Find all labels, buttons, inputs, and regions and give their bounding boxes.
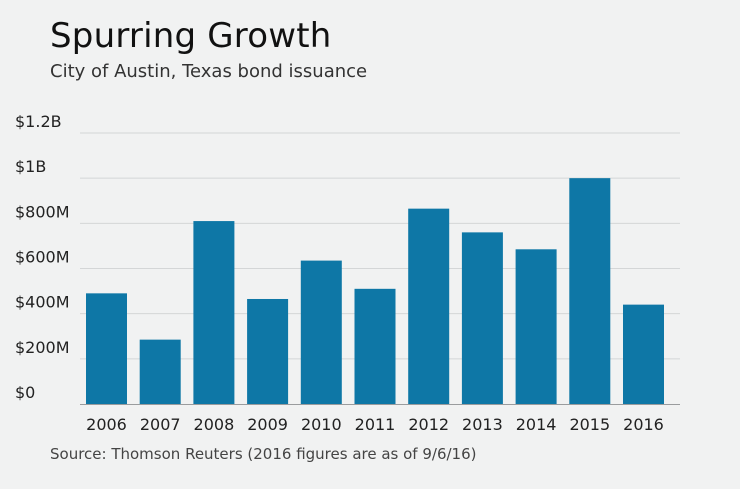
y-tick-label: $800M xyxy=(15,202,70,221)
x-tick-label: 2014 xyxy=(516,415,557,434)
x-tick-label: 2009 xyxy=(247,415,288,434)
x-tick-label: 2010 xyxy=(301,415,342,434)
bar-2009 xyxy=(247,298,289,404)
y-tick-label: $0 xyxy=(15,383,35,402)
y-axis-ticks: $0 $200M $400M $600M $800M $1B $1.2B xyxy=(15,112,70,402)
source-note: Source: Thomson Reuters (2016 figures ar… xyxy=(50,445,477,463)
bar-2012 xyxy=(408,208,450,404)
x-axis-ticks: 2006 2007 2008 2009 2010 2011 2012 2013 2014 2015… xyxy=(86,415,664,434)
bar-2016 xyxy=(623,304,664,404)
x-tick-label: 2011 xyxy=(355,415,396,434)
bar-2013 xyxy=(461,232,503,404)
x-tick-label: 2007 xyxy=(140,415,181,434)
bar-2008 xyxy=(193,221,235,404)
chart-subtitle: City of Austin, Texas bond issuance xyxy=(50,61,368,82)
y-tick-label: $200M xyxy=(15,338,70,357)
bar-2011 xyxy=(354,288,396,404)
bar-2015 xyxy=(569,178,611,404)
x-tick-label: 2013 xyxy=(462,415,503,434)
bars xyxy=(86,178,664,404)
bar-2007 xyxy=(139,339,181,404)
x-tick-label: 2012 xyxy=(408,415,449,434)
x-tick-label: 2015 xyxy=(569,415,610,434)
chart-title: Spurring Growth xyxy=(50,16,332,56)
x-tick-label: 2006 xyxy=(86,415,127,434)
x-tick-label: 2008 xyxy=(194,415,235,434)
y-tick-label: $600M xyxy=(15,248,70,267)
bar-2014 xyxy=(515,249,557,404)
y-tick-label: $1B xyxy=(15,157,46,176)
bar-chart: $0$200M$400M$600M$800M$1B$1.2B 2006 2007 2… xyxy=(15,112,680,434)
y-tick-label: $1.2B xyxy=(15,112,62,131)
bar-2006 xyxy=(86,293,127,404)
y-tick-label: $400M xyxy=(15,293,70,312)
x-tick-label: 2016 xyxy=(623,415,664,434)
bar-2010 xyxy=(300,260,342,404)
